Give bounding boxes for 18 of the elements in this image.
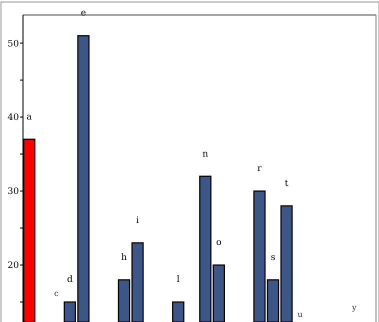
x-tick-label: e — [80, 8, 86, 19]
x-tick-label: n — [202, 149, 208, 160]
x-tick-label: r — [257, 164, 262, 174]
x-tick-label: u — [298, 310, 303, 319]
x-tick-label: t — [284, 178, 289, 189]
x-tick-label: a — [26, 112, 33, 122]
y-tick-label: 20 — [8, 261, 20, 272]
y-tick-label: 50 — [8, 39, 20, 50]
y-tick-label: 30 — [8, 187, 20, 198]
y-tick-label: 40 — [8, 113, 20, 124]
x-tick-label: o — [216, 238, 222, 248]
x-tick-label: d — [66, 275, 73, 286]
x-tick-label: s — [270, 252, 276, 263]
x-tick-label: l — [176, 275, 180, 286]
x-tick-label: h — [121, 252, 128, 263]
x-tick-label: y — [351, 303, 358, 312]
x-tick-label: c — [54, 289, 60, 298]
x-tick-label: i — [136, 216, 140, 226]
